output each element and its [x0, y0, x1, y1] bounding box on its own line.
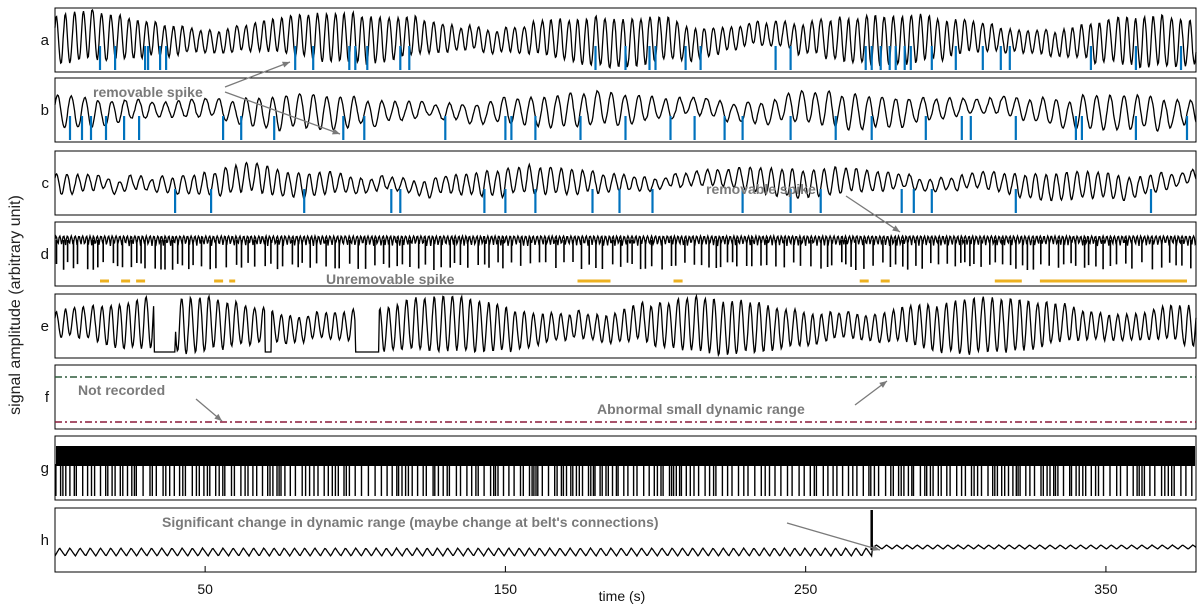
- arrow-shaft: [224, 91, 341, 135]
- panel-b: b: [41, 77, 1197, 143]
- panel-frame-a: [54, 7, 1197, 73]
- signal-trace-c: [54, 161, 1197, 202]
- panel-frame-d: [54, 221, 1197, 287]
- arrow-head: [282, 61, 290, 68]
- arrow-head: [214, 413, 222, 421]
- panel-e: e: [41, 293, 1197, 359]
- panel-frame-h: [54, 507, 1197, 573]
- panel-label-g: g: [41, 460, 49, 477]
- arrow-head: [879, 381, 887, 388]
- spike-drops-d: [55, 240, 1192, 270]
- arrow-dynamic-change: [786, 522, 881, 551]
- panel-g: g: [41, 435, 1197, 501]
- dense-drop-lines: [55, 464, 1193, 496]
- panel-label-e: e: [41, 318, 49, 335]
- panel-a: a: [41, 7, 1197, 73]
- arrow-shaft: [224, 61, 291, 88]
- x-tick-label: 350: [1094, 581, 1118, 597]
- panel-frame-c: [54, 150, 1197, 216]
- arrow-not-recorded: [195, 398, 223, 422]
- panel-f: f: [45, 364, 1197, 430]
- y-axis-label: signal amplitude (arbitrary unit): [7, 195, 24, 415]
- x-tick-label: 250: [794, 581, 818, 597]
- arrow-removable-a: [224, 61, 291, 88]
- panel-d: d: [41, 221, 1197, 287]
- panel-frame-b: [54, 77, 1197, 143]
- panel-h: h: [41, 507, 1197, 573]
- arrow-removable-c: [845, 195, 901, 233]
- panel-label-d: d: [41, 246, 49, 263]
- arrow-abnormal: [854, 380, 888, 406]
- annot-removable-spike-c: removable spike: [706, 181, 816, 197]
- panel-frame-g: [54, 435, 1197, 501]
- signal-trace-h: [54, 544, 1197, 558]
- x-tick-label: 150: [494, 581, 518, 597]
- panel-label-b: b: [41, 102, 49, 119]
- arrow-head: [892, 225, 900, 232]
- panel-label-c: c: [42, 175, 50, 192]
- panel-frame-f: [54, 364, 1197, 430]
- arrow-shaft: [845, 195, 901, 233]
- x-ticks-group: 50 150 250 350: [197, 566, 1118, 597]
- arrow-head: [872, 544, 880, 551]
- x-tick-label: 50: [197, 581, 213, 597]
- arrow-shaft: [786, 522, 881, 551]
- signal-trace-e: [54, 293, 1197, 358]
- arrow-head: [332, 128, 340, 135]
- annot-removable-spike-ab: removable spike: [93, 84, 203, 100]
- annotations-group: removable spike removable spike Unremova…: [78, 61, 901, 551]
- annot-abnormal-range: Abnormal small dynamic range: [597, 401, 805, 417]
- annot-unremovable-spike: Unremovable spike: [326, 271, 455, 287]
- dense-band: [56, 446, 1195, 466]
- panel-c: c: [42, 150, 1197, 216]
- signal-trace-d: [54, 233, 1197, 247]
- panels-group: a b c d e f g h: [41, 7, 1197, 573]
- panel-label-a: a: [41, 32, 50, 49]
- panel-label-f: f: [45, 389, 50, 406]
- panel-label-h: h: [41, 532, 49, 549]
- x-axis-label: time (s): [599, 588, 646, 604]
- annot-not-recorded: Not recorded: [78, 382, 165, 398]
- arrow-removable-b: [224, 91, 341, 135]
- annot-dynamic-range-change: Significant change in dynamic range (may…: [162, 514, 659, 530]
